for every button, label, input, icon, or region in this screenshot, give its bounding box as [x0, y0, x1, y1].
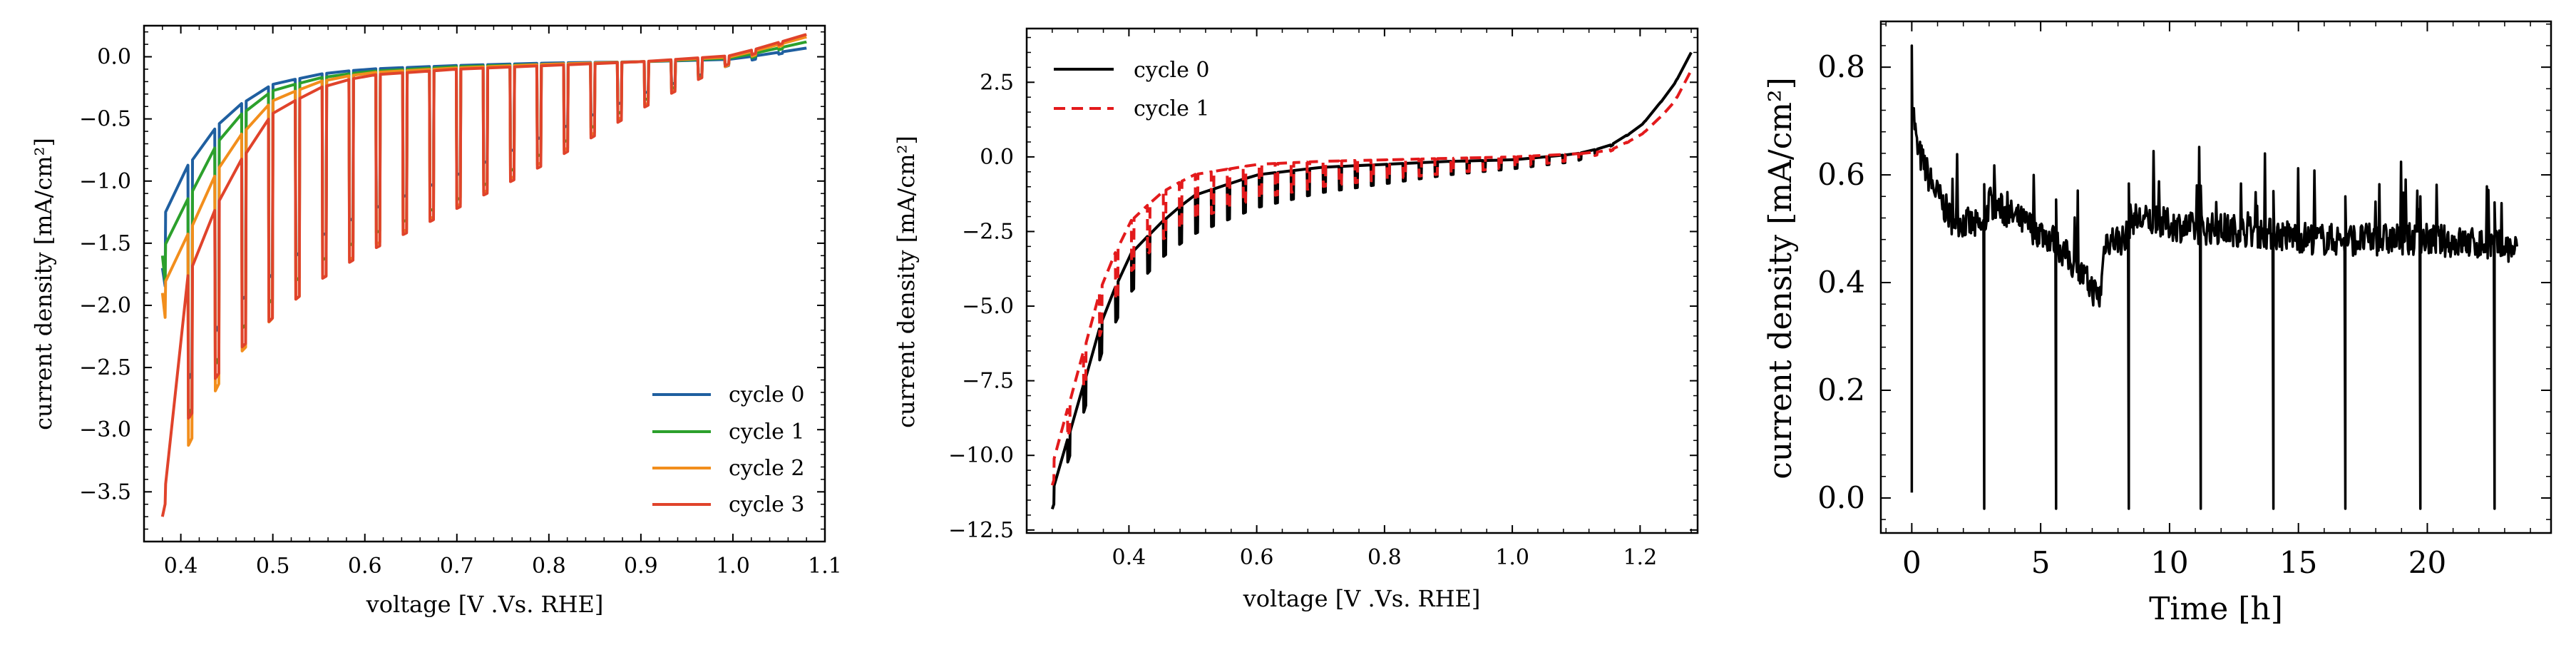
y-tick-label: 0.4: [1817, 265, 1865, 300]
panel-2-cycles-chart: 0.4 0.6 0.8 1.0 1.2 2.5 0.0 −2.5 −5.0 −7.5 −10.0 −1…: [893, 27, 1699, 612]
panel-3-stability-chart: 0 5 10 15 20 0.0 0.2 0.4 0.6 0.8 Time [h] current…: [1762, 20, 2552, 627]
y-tick-label: 2.5: [980, 70, 1014, 95]
panel-1-frame: [143, 24, 826, 543]
y-tick-label: 0.8: [1817, 49, 1865, 84]
x-tick-label: 0.6: [1240, 545, 1274, 570]
y-tick-label: 0.0: [97, 45, 131, 70]
y-tick-label: −0.5: [79, 107, 131, 132]
y-tick-label: −3.5: [79, 479, 131, 504]
x-tick-label: 1.2: [1623, 545, 1657, 570]
panel-1-cycles-chart: 0.4 0.5 0.6 0.7 0.8 0.9 1.0 1.1 0.0 −0.5 −1.0 −1.5 −…: [30, 24, 842, 618]
x-tick-label: 20: [2408, 545, 2446, 580]
x-tick-label: 0.8: [1367, 545, 1402, 570]
current-density-trace: [1910, 44, 2519, 510]
x-tick-label: 0.8: [532, 554, 566, 579]
x-tick-label: 0.7: [440, 554, 474, 579]
legend-label-cycle-0: cycle 0: [729, 382, 805, 407]
panel-3-ylabel: current density [mA/cm²]: [1762, 77, 1799, 479]
legend-label-cycle-3: cycle 3: [729, 492, 805, 517]
y-tick-label: 0.2: [1817, 372, 1865, 407]
x-tick-label: 10: [2150, 545, 2188, 580]
x-tick-label: 1.1: [808, 554, 842, 579]
panel-2-ticks: 0.4 0.6 0.8 1.0 1.2 2.5 0.0 −2.5 −5.0 −7.5 −10.0 −1…: [948, 29, 1698, 570]
legend-label-cycle-1: cycle 1: [729, 420, 805, 445]
x-tick-label: 5: [2031, 545, 2051, 580]
legend-label-cycle-0: cycle 0: [1134, 58, 1210, 83]
y-tick-label: −10.0: [948, 443, 1014, 468]
x-tick-label: 0.5: [256, 554, 290, 579]
y-tick-label: 0.6: [1817, 157, 1865, 192]
y-tick-label: −2.5: [79, 355, 131, 380]
y-tick-label: −3.0: [79, 417, 131, 442]
y-tick-label: −1.5: [79, 231, 131, 256]
panel-2-xlabel: voltage [V .Vs. RHE]: [1243, 585, 1481, 612]
x-tick-label: 1.0: [716, 554, 750, 579]
x-tick-label: 0.9: [624, 554, 658, 579]
panel-2-frame: [1025, 27, 1699, 534]
y-tick-label: −12.5: [948, 518, 1014, 543]
panel-1-legend: cycle 0 cycle 1 cycle 2 cycle 3: [652, 382, 805, 517]
panel-1-plot-lines: [160, 33, 808, 517]
y-tick-label: 0.0: [980, 145, 1014, 170]
x-tick-label: 0.6: [348, 554, 382, 579]
y-tick-label: 0.0: [1817, 480, 1865, 515]
y-tick-label: −2.5: [962, 219, 1014, 244]
y-tick-label: −1.0: [79, 169, 131, 194]
panel-2-legend: cycle 0 cycle 1: [1054, 58, 1210, 121]
y-tick-label: −5.0: [962, 294, 1014, 319]
panel-1-ticks: 0.4 0.5 0.6 0.7 0.8 0.9 1.0 1.1 0.0 −0.5 −1.0 −1.5 −…: [79, 26, 842, 579]
panel-2-plot-lines: [1050, 51, 1693, 510]
panel-3-frame: [1879, 20, 2552, 534]
legend-label-cycle-1: cycle 1: [1134, 96, 1210, 121]
panel-1-ylabel: current density [mA/cm²]: [30, 138, 57, 430]
legend-label-cycle-2: cycle 2: [729, 456, 805, 481]
series-line-cycle-3: [160, 33, 808, 517]
y-tick-label: −7.5: [962, 369, 1014, 394]
panel-1-xlabel: voltage [V .Vs. RHE]: [366, 591, 604, 618]
x-tick-label: 0.4: [164, 554, 198, 579]
x-tick-label: 0: [1902, 545, 1921, 580]
x-tick-label: 15: [2279, 545, 2317, 580]
panel-3-xlabel: Time [h]: [2149, 591, 2283, 627]
x-tick-label: 0.4: [1112, 545, 1146, 570]
series-line-cycle-1: [1050, 69, 1693, 486]
panel-2-ylabel: current density [mA/cm²]: [893, 136, 920, 428]
x-tick-label: 1.0: [1495, 545, 1529, 570]
y-tick-label: −2.0: [79, 293, 131, 318]
panel-3-plot-lines: [1910, 44, 2519, 510]
panel-3-ticks: 0 5 10 15 20 0.0 0.2 0.4 0.6 0.8: [1817, 21, 2551, 580]
